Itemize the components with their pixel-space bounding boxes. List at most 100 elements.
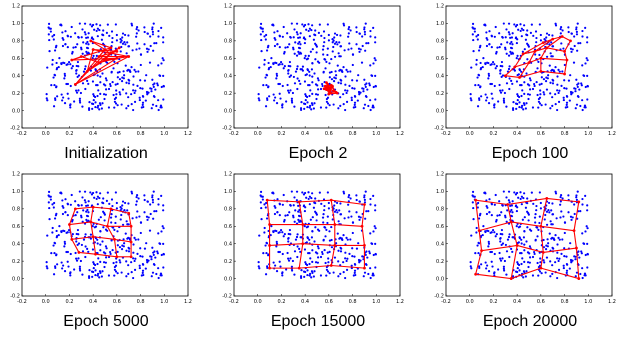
lattice-edge (86, 47, 120, 72)
data-point (525, 240, 528, 243)
data-point (55, 253, 58, 256)
data-point (86, 204, 90, 207)
data-point (365, 210, 368, 213)
x-tick-label: 0.8 (561, 131, 569, 137)
data-point (74, 32, 77, 35)
lattice-node (109, 51, 113, 55)
data-point (287, 237, 290, 240)
data-point (313, 102, 316, 105)
data-point (150, 258, 153, 261)
data-point (530, 23, 533, 26)
lattice-node (563, 72, 566, 76)
data-point (318, 229, 321, 232)
data-point (281, 274, 284, 277)
lattice-edge (68, 224, 73, 240)
data-point (569, 215, 573, 218)
y-tick-label: 0.6 (12, 56, 20, 62)
lattice-node (127, 55, 131, 58)
data-point (586, 59, 589, 62)
data-point (281, 271, 284, 274)
data-point (285, 268, 288, 271)
data-point (75, 89, 78, 92)
data-point (563, 221, 567, 224)
data-point (309, 89, 312, 92)
data-point (87, 250, 90, 253)
data-point (535, 204, 538, 208)
data-point (78, 99, 81, 102)
data-point (516, 262, 520, 266)
x-tick-label: 0.0 (42, 131, 50, 137)
data-point (269, 65, 272, 69)
data-point (287, 240, 290, 243)
data-point (54, 97, 57, 100)
data-point (97, 257, 100, 260)
data-point (119, 206, 122, 209)
data-point (58, 57, 61, 60)
data-point (344, 83, 347, 86)
data-point (471, 33, 474, 36)
data-point (310, 68, 314, 71)
data-point (490, 35, 494, 38)
data-point (80, 214, 83, 217)
data-point (295, 67, 299, 71)
data-point (96, 94, 99, 98)
data-point (303, 107, 306, 110)
data-point (162, 266, 165, 269)
data-point (328, 71, 332, 74)
data-point (296, 233, 299, 236)
data-point (575, 78, 578, 81)
data-point (519, 251, 522, 255)
data-point (499, 72, 502, 75)
data-point (53, 217, 57, 220)
data-point (102, 261, 106, 264)
som-lattice (322, 81, 339, 96)
lattice-edge (302, 243, 335, 247)
data-point (348, 210, 351, 213)
data-point (56, 263, 59, 266)
data-point (130, 66, 133, 69)
data-point (132, 75, 135, 78)
data-point (67, 265, 70, 268)
lattice-edge (266, 200, 271, 225)
data-point (576, 22, 579, 25)
data-point (92, 102, 95, 106)
data-point (162, 204, 165, 207)
data-point (565, 262, 568, 266)
data-point (53, 241, 56, 244)
data-point (299, 275, 303, 278)
data-point (487, 102, 491, 105)
data-point (86, 47, 90, 50)
data-point (146, 260, 149, 263)
data-point (152, 85, 155, 89)
data-point (342, 271, 345, 274)
data-point (114, 221, 117, 225)
data-point (51, 203, 54, 206)
data-point (529, 79, 532, 82)
data-point (490, 45, 493, 49)
data-point (344, 75, 347, 78)
data-point (529, 31, 532, 34)
data-point (477, 201, 480, 205)
data-point (114, 102, 118, 105)
data-point (522, 270, 526, 273)
data-point (273, 37, 276, 40)
data-point (508, 65, 511, 68)
data-point (481, 65, 484, 69)
data-point (501, 89, 504, 92)
data-point (104, 256, 108, 259)
data-point (55, 236, 58, 239)
data-point (91, 275, 94, 278)
data-point (325, 106, 328, 109)
data-point (545, 55, 549, 58)
data-point (507, 22, 511, 25)
data-point (510, 36, 514, 39)
data-point (69, 252, 72, 256)
data-point (265, 83, 268, 87)
data-point (511, 236, 514, 239)
data-point (523, 24, 526, 27)
data-point (538, 102, 542, 105)
data-point (490, 203, 494, 206)
data-point (363, 103, 367, 106)
data-point (533, 252, 536, 256)
lattice-edge (334, 223, 363, 227)
